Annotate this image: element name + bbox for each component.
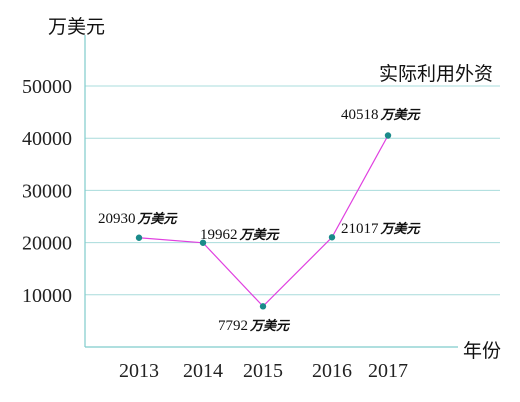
data-label-2014: 19962 万美元 <box>200 227 281 243</box>
x-tick-labels: 2013 2014 2015 2016 2017 <box>119 360 408 382</box>
x-tick-2014: 2014 <box>183 360 223 382</box>
data-label-2015: 7792 万美元 <box>218 318 291 334</box>
data-label-2016: 21017 万美元 <box>341 221 422 237</box>
x-tick-2015: 2015 <box>243 360 283 382</box>
grid-lines <box>85 85 500 296</box>
y-tick-10000: 10000 <box>22 285 72 307</box>
y-tick-50000: 50000 <box>22 76 72 98</box>
y-axis-label: 万美元 <box>48 16 105 38</box>
x-tick-2017: 2017 <box>368 360 408 382</box>
x-axis-label: 年份 <box>463 340 501 362</box>
data-labels: 20930 万美元 19962 万美元 7792 万美元 21017 万美元 40518 万美元 <box>98 107 422 334</box>
x-tick-2013: 2013 <box>119 360 159 382</box>
data-point-2016 <box>328 234 336 241</box>
data-point-2014 <box>199 239 207 246</box>
y-tick-labels: 10000 20000 30000 40000 50000 <box>22 76 72 307</box>
y-tick-40000: 40000 <box>22 128 72 150</box>
data-point-2017 <box>384 132 392 139</box>
data-point-2015 <box>259 303 267 310</box>
x-tick-2016: 2016 <box>312 360 352 382</box>
data-point-2013 <box>135 234 143 241</box>
y-tick-30000: 30000 <box>22 180 72 202</box>
axes <box>84 35 458 348</box>
data-label-2013: 20930 万美元 <box>98 211 179 227</box>
y-tick-20000: 20000 <box>22 233 72 255</box>
legend-label: 实际利用外资 <box>379 63 493 85</box>
data-label-2017: 40518 万美元 <box>341 107 422 123</box>
series <box>135 132 392 310</box>
